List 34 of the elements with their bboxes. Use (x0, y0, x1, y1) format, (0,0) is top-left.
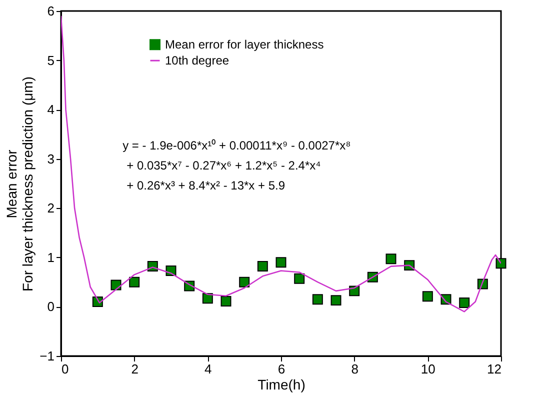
point (422, 291, 433, 302)
annotation: y = - 1.9e-006*x¹⁰ + 0.00011*x⁹ - 0.0027*x⁸ (122, 138, 351, 153)
x-tick-label: 10 (420, 362, 436, 376)
point (129, 276, 140, 288)
y-tick-label: 3 (47, 151, 54, 166)
x-tick-label: 0 (62, 362, 69, 376)
point (294, 273, 305, 284)
y-axis-title: Mean error For layer thickness prediction (μm) (4, 76, 36, 292)
annotation: + 0.26*x³ + 8.4*x² - 13*x + 5.9 (126, 178, 286, 193)
y-tick-label: 0 (47, 299, 54, 314)
point (220, 296, 232, 307)
point (239, 276, 250, 288)
x-tick-label: 2 (131, 362, 138, 376)
x-tick-label: 12 (487, 362, 502, 376)
point (459, 298, 470, 308)
x-tick-label: 8 (351, 362, 358, 376)
x-axis-title: Time(h) (258, 376, 306, 392)
x-tick-label: 4 (204, 362, 212, 376)
point (312, 294, 323, 305)
legend-label: Mean error for layer thickness (165, 38, 324, 52)
point (330, 295, 342, 306)
point (276, 257, 286, 268)
point (202, 293, 213, 304)
y-tick-label: 5 (47, 52, 54, 68)
legend-label: 10th degree (165, 54, 230, 68)
point (257, 261, 268, 272)
y-tick-label: 6 (47, 4, 54, 18)
y-tick-label: 2 (47, 200, 54, 216)
x-tick-label: 6 (278, 362, 286, 376)
annotation: + 0.035*x⁷ - 0.27*x⁶ + 1.2*x⁵ - 2.4*x⁴ (126, 158, 321, 173)
y-tick-label: 4 (47, 102, 54, 118)
y-tick-label: −1 (40, 348, 54, 364)
y-tick-label: 1 (47, 250, 54, 265)
point (386, 254, 396, 264)
